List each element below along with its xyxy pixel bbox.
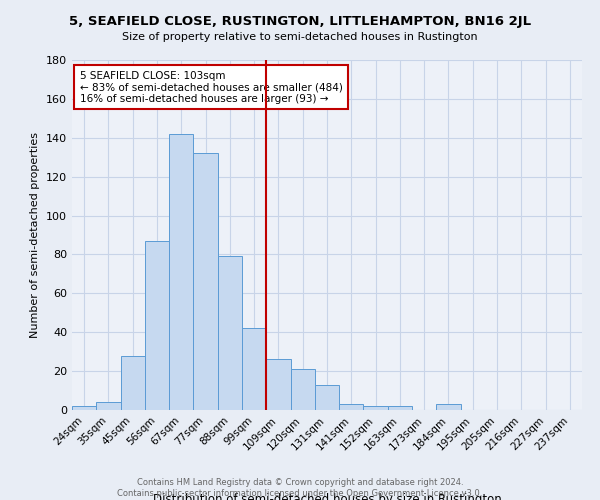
- Bar: [364, 406, 388, 410]
- Bar: [242, 328, 266, 410]
- Bar: [315, 384, 339, 410]
- Bar: [436, 404, 461, 410]
- Bar: [218, 256, 242, 410]
- Y-axis label: Number of semi-detached properties: Number of semi-detached properties: [31, 132, 40, 338]
- Text: Contains HM Land Registry data © Crown copyright and database right 2024.
Contai: Contains HM Land Registry data © Crown c…: [118, 478, 482, 498]
- Bar: [72, 406, 96, 410]
- Bar: [96, 402, 121, 410]
- Bar: [266, 360, 290, 410]
- Text: 5 SEAFIELD CLOSE: 103sqm
← 83% of semi-detached houses are smaller (484)
16% of : 5 SEAFIELD CLOSE: 103sqm ← 83% of semi-d…: [80, 70, 343, 104]
- Bar: [193, 154, 218, 410]
- Text: Size of property relative to semi-detached houses in Rustington: Size of property relative to semi-detach…: [122, 32, 478, 42]
- Text: 5, SEAFIELD CLOSE, RUSTINGTON, LITTLEHAMPTON, BN16 2JL: 5, SEAFIELD CLOSE, RUSTINGTON, LITTLEHAM…: [69, 15, 531, 28]
- Bar: [290, 369, 315, 410]
- Bar: [169, 134, 193, 410]
- Bar: [388, 406, 412, 410]
- X-axis label: Distribution of semi-detached houses by size in Rustington: Distribution of semi-detached houses by …: [152, 494, 502, 500]
- Bar: [121, 356, 145, 410]
- Bar: [145, 241, 169, 410]
- Bar: [339, 404, 364, 410]
